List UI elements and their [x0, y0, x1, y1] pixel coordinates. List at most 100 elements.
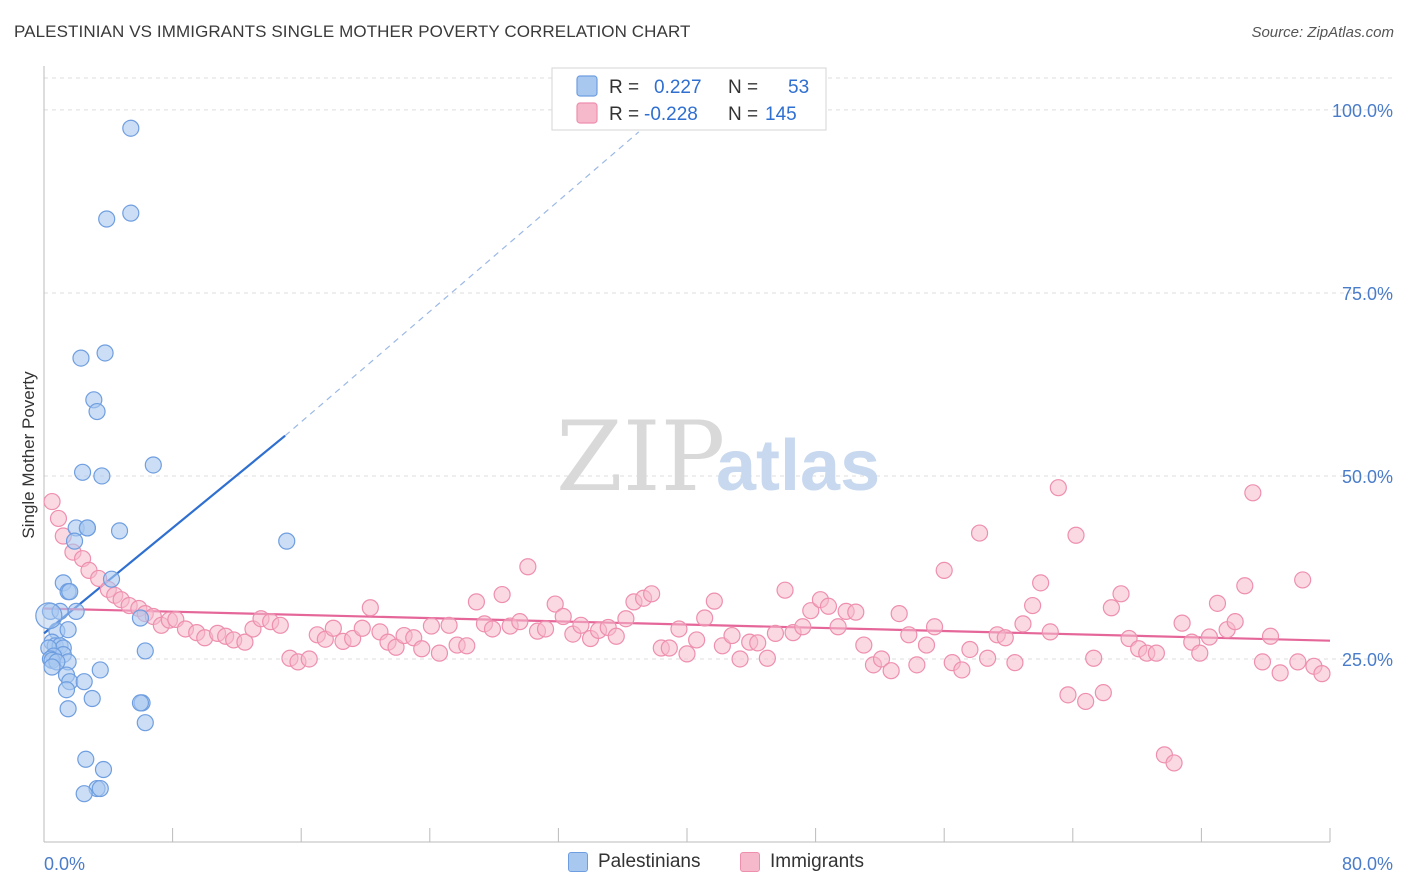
immigrants-point-97: [890, 604, 908, 623]
immigrants-point-69: [643, 585, 661, 603]
immigrants-point-82: [758, 649, 776, 667]
immigrants-point-110: [1006, 654, 1024, 672]
source-label: Source: ZipAtlas.com: [1251, 24, 1394, 41]
legend-swatch-immigrants: [576, 102, 598, 124]
palestinians-point-9: [93, 467, 111, 485]
immigrants-point-135: [1226, 613, 1244, 631]
immigrants-point-101: [925, 618, 944, 636]
immigrants-point-75: [696, 609, 714, 627]
x-tick-labels: 0.0% 80.0%: [44, 854, 1393, 874]
immigrants-point-116: [1059, 686, 1077, 704]
immigrants-point-105: [961, 640, 979, 659]
immigrants-point-132: [1200, 628, 1219, 646]
immigrants-point-107: [979, 649, 997, 667]
legend-r-value-2: -0.228: [644, 104, 698, 125]
y-tick-label-3: 100.0%: [1332, 101, 1393, 121]
immigrants-point-84: [776, 581, 794, 599]
immigrants-point-117: [1067, 526, 1085, 544]
palestinians-point-25: [59, 621, 77, 639]
palestinians-point-39: [91, 661, 109, 679]
legend-bottom: Palestinians Immigrants: [0, 851, 1406, 879]
legend-swatch-palestinians: [576, 75, 598, 97]
immigrants-point-139: [1261, 627, 1280, 645]
immigrants-point-96: [882, 662, 900, 680]
immigrants-point-89: [819, 597, 838, 615]
palestinians-point-4: [72, 349, 90, 367]
palestinians-points: [35, 119, 296, 803]
immigrants-point-121: [1102, 599, 1120, 617]
trend-line-palestinians-extension: [284, 131, 640, 437]
immigrants-point-95: [872, 650, 891, 668]
immigrants-point-99: [908, 656, 926, 674]
palestinians-point-6: [88, 402, 106, 421]
immigrants-point-112: [1024, 596, 1042, 615]
immigrants-point-23: [236, 633, 254, 651]
legend-r-label-2: R =: [609, 104, 639, 125]
immigrants-point-141: [1294, 571, 1312, 589]
immigrants-point-46: [440, 616, 458, 634]
immigrants-point-136: [1236, 577, 1254, 595]
immigrants-point-1: [49, 509, 68, 528]
palestinians-point-large: [35, 602, 63, 630]
legend-item-palestinians: Palestinians: [568, 851, 700, 873]
immigrants-point-104: [953, 661, 971, 679]
trend-line-palestinians: [43, 434, 286, 635]
palestinians-point-21: [131, 609, 150, 627]
palestinians-point-48: [136, 714, 154, 732]
immigrants-point-106: [970, 524, 989, 542]
palestinians-point-42: [75, 673, 93, 691]
legend-n-label-2: N =: [728, 104, 758, 125]
palestinians-point-19: [61, 583, 79, 601]
palestinians-point-14: [278, 532, 296, 550]
y-tick-label-1: 50.0%: [1342, 467, 1393, 487]
legend-item-immigrants: Immigrants: [740, 851, 864, 873]
legend-swatch-palestinians-bottom: [568, 852, 588, 872]
immigrants-point-66: [617, 610, 635, 628]
x-tick-label-0: 0.0%: [44, 854, 85, 874]
immigrants-point-120: [1094, 684, 1112, 702]
trend-lines: [43, 131, 1331, 642]
immigrants-point-37: [361, 599, 379, 617]
legend-label-palestinians: Palestinians: [598, 851, 701, 872]
y-tick-label-2: 75.0%: [1342, 284, 1393, 304]
palestinians-point-47: [59, 700, 77, 718]
immigrants-point-61: [572, 616, 590, 634]
palestinians-point-8: [73, 463, 92, 481]
legend-label-immigrants: Immigrants: [770, 851, 864, 872]
immigrants-point-57: [536, 620, 555, 638]
immigrants-point-118: [1077, 692, 1095, 711]
palestinians-point-22: [67, 602, 85, 620]
immigrants-point-78: [723, 626, 741, 645]
immigrants-point-81: [749, 634, 767, 652]
immigrants-point-109: [996, 629, 1014, 647]
immigrants-point-144: [1313, 665, 1331, 683]
immigrants-point-52: [493, 585, 511, 604]
immigrants-point-98: [900, 626, 918, 644]
immigrants-point-48: [458, 637, 476, 655]
palestinians-point-53: [75, 785, 93, 803]
watermark-atlas: atlas: [716, 426, 880, 506]
palestinians-point-15: [65, 532, 84, 550]
immigrants-point-102: [935, 561, 953, 580]
immigrants-point-36: [353, 619, 371, 637]
immigrants-point-0: [43, 492, 61, 511]
palestinians-point-1: [122, 204, 140, 222]
legend-r-label-1: R =: [609, 77, 639, 98]
palestinians-point-52: [91, 779, 109, 798]
immigrants-point-93: [855, 636, 873, 654]
watermark: ZIP atlas: [556, 401, 880, 513]
immigrants-point-72: [670, 620, 688, 638]
legend-n-label-1: N =: [728, 77, 758, 98]
immigrants-point-51: [483, 620, 502, 638]
immigrants-point-113: [1032, 574, 1050, 592]
y-tick-label-0: 25.0%: [1342, 650, 1393, 670]
y-axis-title: Single Mother Poverty: [19, 371, 38, 539]
immigrants-point-119: [1085, 649, 1103, 667]
immigrants-point-111: [1014, 615, 1032, 633]
immigrants-point-79: [731, 650, 749, 668]
legend-box: [551, 67, 827, 131]
palestinians-point-31: [136, 642, 154, 660]
palestinians-point-46: [131, 694, 150, 712]
immigrants-point-126: [1147, 644, 1165, 662]
